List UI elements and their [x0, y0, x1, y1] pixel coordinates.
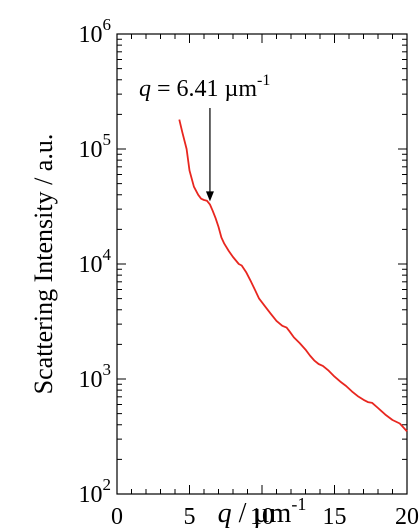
x-tick-label: 5	[184, 504, 196, 529]
x-axis-tick-labels: 0 5 10 15 20	[111, 504, 419, 529]
annotation-arrowhead	[205, 191, 214, 202]
annotation-label: q = 6.41 µm-1	[139, 72, 270, 102]
y-tick-label: 106	[79, 15, 112, 48]
x-tick-label: 10	[250, 504, 274, 529]
y-axis-label: Scattering Intensity / a.u.	[29, 134, 58, 395]
x-tick-label: 15	[323, 504, 347, 529]
x-axis-label-sep: /	[232, 498, 254, 529]
x-axis-label-unit: µm	[253, 498, 291, 529]
y-axis-tick-labels: 102 103 104 105 106	[79, 15, 112, 508]
y-tick-label: 105	[79, 130, 112, 163]
series-line	[178, 119, 408, 433]
x-tick-label: 20	[395, 504, 419, 529]
y-axis-ticks	[117, 33, 407, 495]
x-axis-ticks	[116, 34, 408, 494]
y-tick-label: 103	[79, 360, 112, 393]
annotation: q = 6.41 µm-1	[139, 72, 270, 202]
y-tick-label: 104	[79, 245, 112, 278]
x-axis-label: q / µm-1	[218, 494, 307, 529]
y-tick-label: 102	[79, 475, 112, 508]
x-axis-label-var: q	[218, 498, 232, 529]
plot-frame	[116, 33, 408, 495]
x-axis-label-exp: -1	[291, 494, 306, 514]
x-tick-label: 0	[111, 504, 123, 529]
